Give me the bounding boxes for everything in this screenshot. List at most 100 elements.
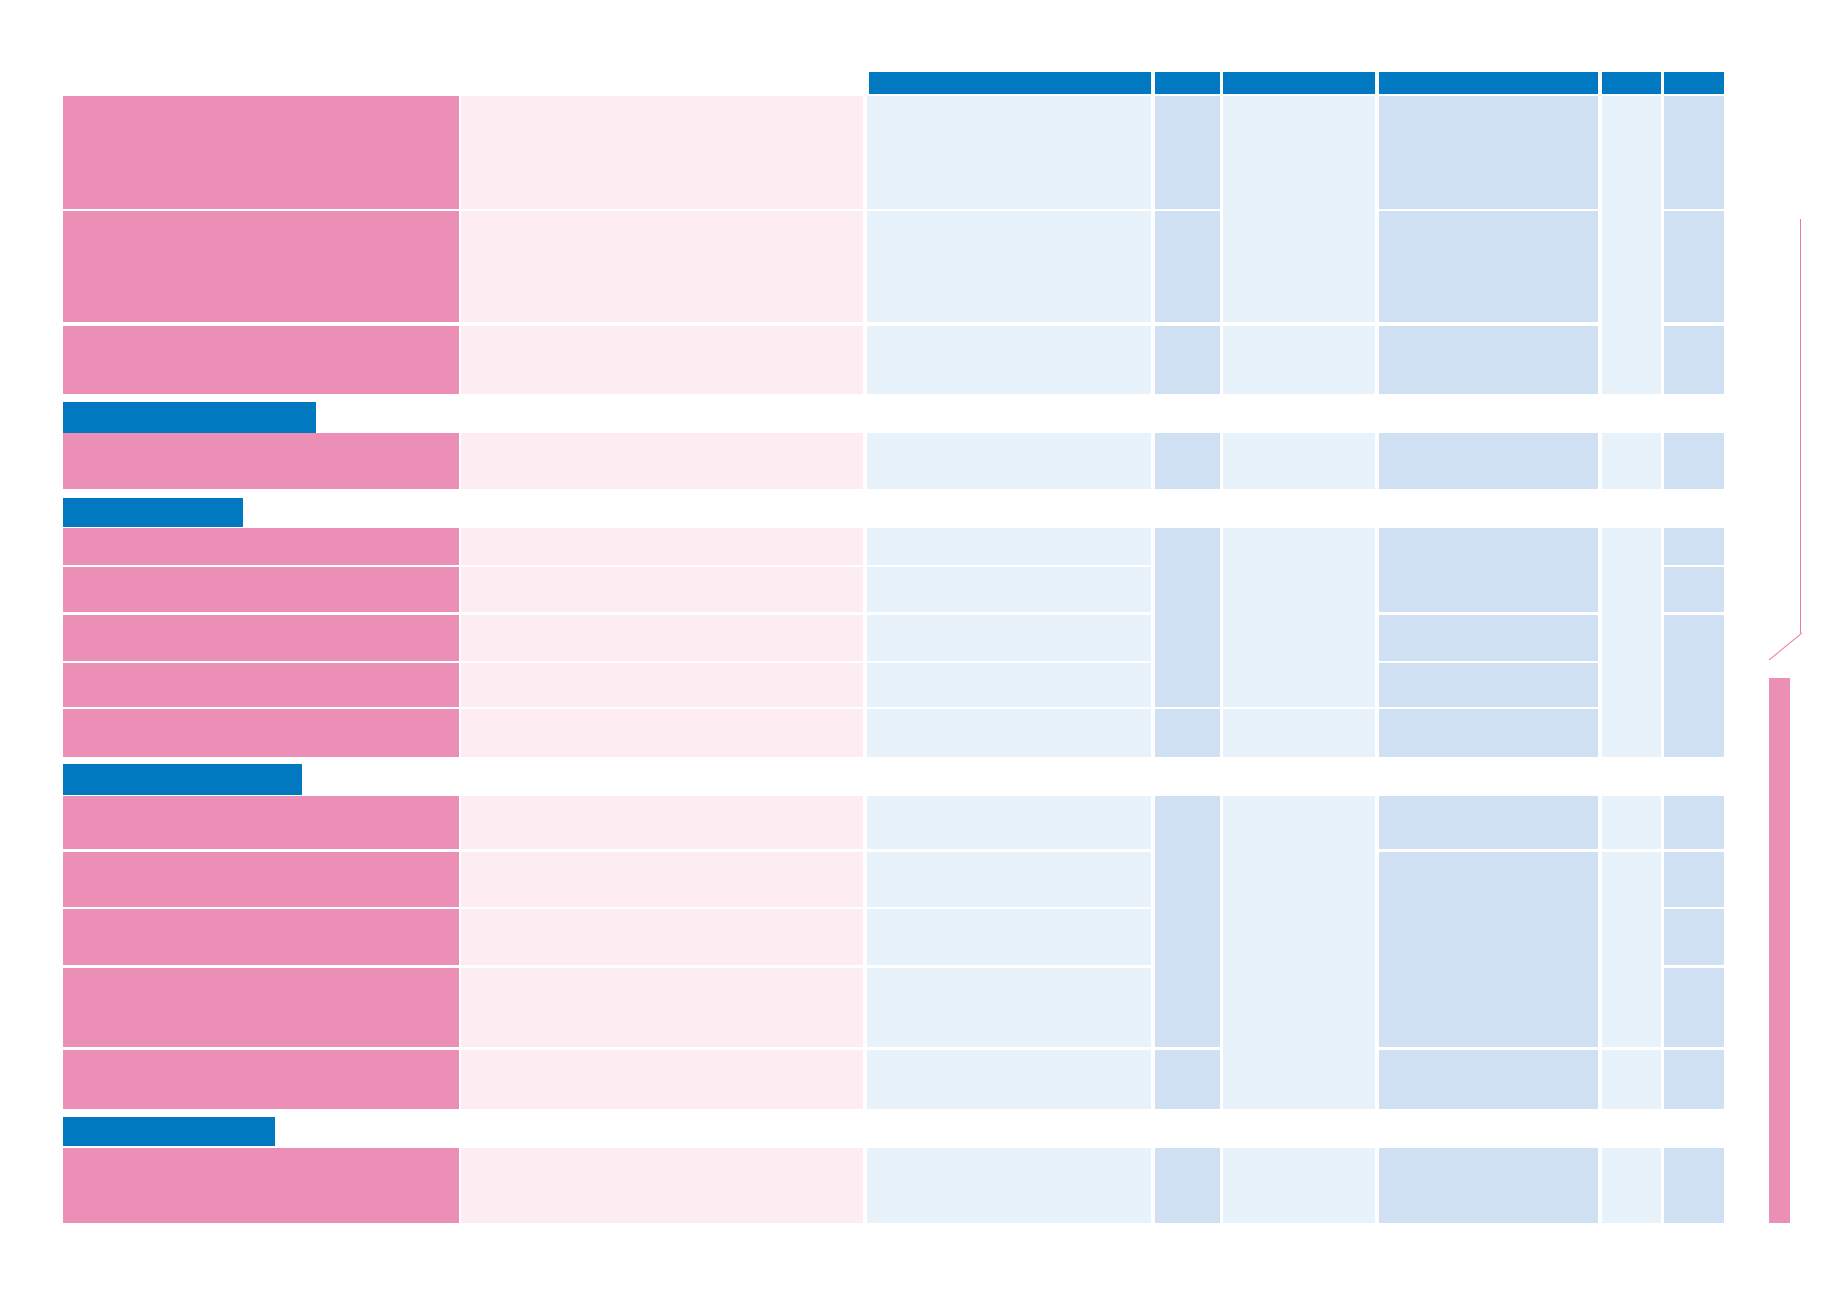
table-cell bbox=[1379, 1148, 1598, 1223]
table-cell bbox=[1379, 96, 1598, 209]
table-cell bbox=[63, 909, 459, 965]
table-cell bbox=[1664, 968, 1724, 1047]
table-cell bbox=[461, 968, 863, 1047]
merged-cell bbox=[1223, 528, 1375, 707]
table-cell bbox=[867, 1148, 1151, 1223]
table-cell bbox=[1155, 96, 1220, 209]
table-cell bbox=[1379, 433, 1598, 489]
merged-cell bbox=[1602, 528, 1661, 755]
table-cell bbox=[867, 567, 1151, 612]
table-cell bbox=[1223, 326, 1375, 394]
side-label-bar bbox=[1769, 678, 1790, 1223]
table-cell bbox=[1379, 615, 1598, 661]
table-cell bbox=[63, 663, 459, 707]
column-header bbox=[1379, 72, 1598, 94]
table-cell bbox=[461, 433, 863, 489]
table-cell bbox=[63, 852, 459, 907]
table-cell bbox=[461, 567, 863, 612]
merged-cell bbox=[1602, 852, 1661, 1047]
table-cell bbox=[867, 211, 1151, 322]
table-cell bbox=[867, 1050, 1151, 1109]
table-cell bbox=[63, 211, 459, 322]
table-cell bbox=[63, 433, 459, 489]
table-cell bbox=[63, 528, 459, 565]
table-cell bbox=[1664, 909, 1724, 965]
table-cell bbox=[1602, 433, 1661, 489]
table-cell bbox=[1379, 709, 1598, 757]
table-cell bbox=[1379, 1050, 1598, 1109]
table-cell bbox=[63, 796, 459, 849]
merged-cell bbox=[1664, 615, 1724, 755]
column-header bbox=[1602, 72, 1661, 94]
column-header bbox=[1155, 72, 1220, 94]
table-cell bbox=[1664, 96, 1724, 209]
section-title bbox=[63, 402, 316, 433]
table-cell bbox=[1379, 663, 1598, 707]
table-cell bbox=[1664, 1148, 1724, 1223]
table-cell bbox=[1602, 796, 1661, 849]
table-cell bbox=[1379, 796, 1598, 849]
table-cell bbox=[867, 663, 1151, 707]
section-title bbox=[63, 764, 302, 795]
table-cell bbox=[1602, 1148, 1661, 1223]
table-cell bbox=[461, 1148, 863, 1223]
table-cell bbox=[867, 433, 1151, 489]
table-cell bbox=[461, 852, 863, 907]
column-header bbox=[1664, 72, 1724, 94]
table-cell bbox=[461, 709, 863, 757]
table-cell bbox=[1155, 1148, 1220, 1223]
table-cell bbox=[867, 709, 1151, 757]
table-cell bbox=[1379, 326, 1598, 394]
table-cell bbox=[1664, 326, 1724, 394]
table-cell bbox=[1155, 211, 1220, 322]
table-cell bbox=[1223, 1148, 1375, 1223]
table-cell bbox=[867, 852, 1151, 907]
side-bracket-line bbox=[1800, 219, 1801, 633]
merged-cell bbox=[1155, 528, 1220, 707]
table-cell bbox=[63, 96, 459, 209]
table-cell bbox=[867, 96, 1151, 209]
table-cell bbox=[63, 968, 459, 1047]
table-cell bbox=[63, 709, 459, 757]
table-cell bbox=[867, 615, 1151, 661]
table-cell bbox=[1664, 433, 1724, 489]
table-cell bbox=[1664, 567, 1724, 612]
table-cell bbox=[867, 909, 1151, 965]
table-cell bbox=[461, 909, 863, 965]
table-cell bbox=[1155, 433, 1220, 489]
table-cell bbox=[867, 968, 1151, 1047]
table-cell bbox=[1664, 852, 1724, 907]
table-cell bbox=[1379, 211, 1598, 322]
bracket-connector bbox=[1768, 632, 1803, 661]
table-cell bbox=[461, 1050, 863, 1109]
table-cell bbox=[1155, 326, 1220, 394]
table-cell bbox=[1155, 1050, 1220, 1109]
table-cell bbox=[461, 326, 863, 394]
table-cell bbox=[1602, 1050, 1661, 1109]
table-cell bbox=[867, 796, 1151, 849]
table-cell bbox=[1664, 211, 1724, 322]
section-title bbox=[63, 498, 243, 527]
column-header bbox=[1223, 72, 1375, 94]
table-cell bbox=[63, 567, 459, 612]
table-cell bbox=[461, 96, 863, 209]
table-cell bbox=[1155, 709, 1220, 757]
table-cell bbox=[1223, 709, 1375, 757]
table-cell bbox=[63, 326, 459, 394]
section-title bbox=[63, 1117, 275, 1146]
table-cell bbox=[1664, 528, 1724, 565]
merged-cell bbox=[1379, 528, 1598, 612]
table-cell bbox=[461, 615, 863, 661]
merged-cell bbox=[1602, 96, 1661, 393]
table-cell bbox=[461, 528, 863, 565]
merged-cell bbox=[1223, 796, 1375, 1109]
table-cell bbox=[867, 528, 1151, 565]
table-cell bbox=[63, 1050, 459, 1109]
table-cell bbox=[63, 615, 459, 661]
table-cell bbox=[1664, 796, 1724, 849]
merged-cell bbox=[1223, 96, 1375, 322]
table-cell bbox=[867, 326, 1151, 394]
table-cell bbox=[461, 796, 863, 849]
table-cell bbox=[461, 211, 863, 322]
merged-cell bbox=[1155, 796, 1220, 1047]
